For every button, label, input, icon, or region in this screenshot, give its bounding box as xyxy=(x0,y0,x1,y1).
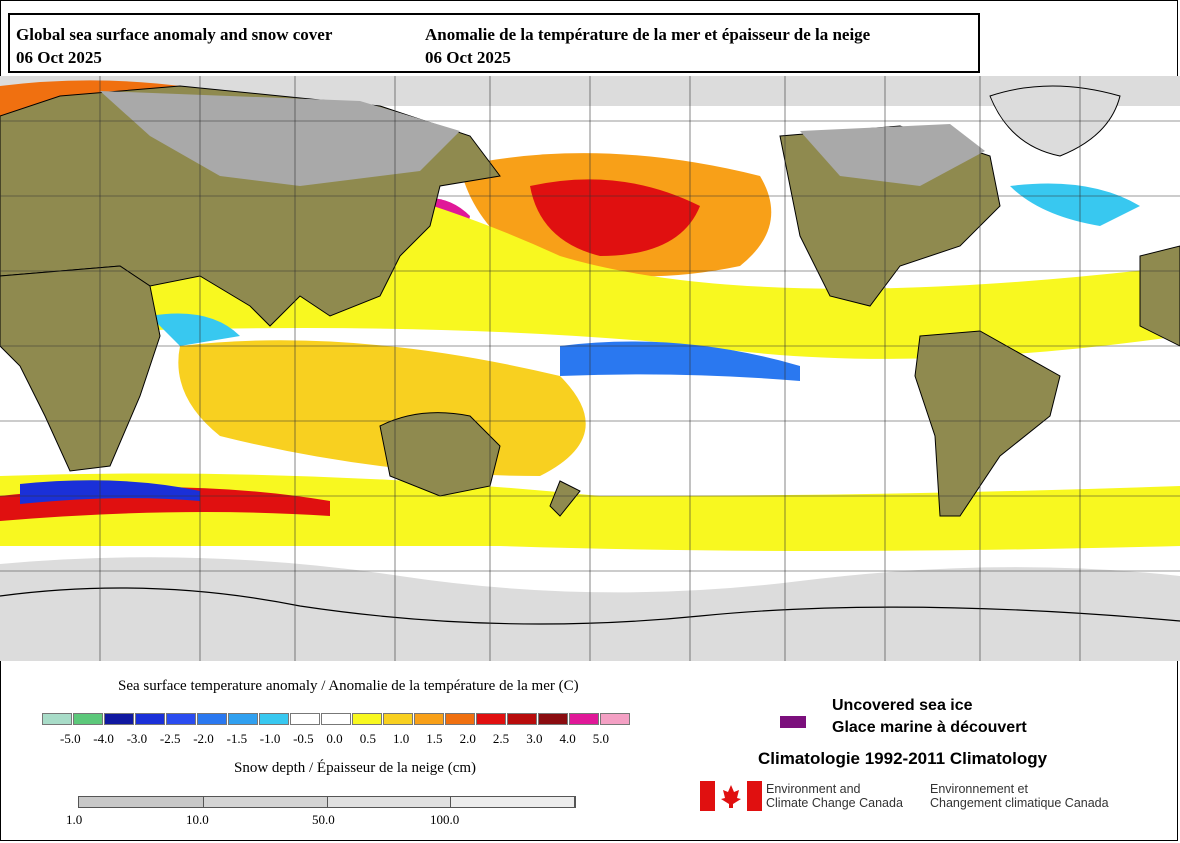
sst-tick-label: 5.0 xyxy=(592,731,610,746)
sst-swatch-11 xyxy=(383,713,413,725)
sst-swatch-14 xyxy=(476,713,506,725)
sst-swatch-17 xyxy=(569,713,599,725)
sst-tick-label: -3.0 xyxy=(126,731,148,746)
sea-ice-label-french: Glace marine à découvert xyxy=(832,719,1027,736)
snow-legend-title: Snow depth / Épaisseur de la neige (cm) xyxy=(234,760,477,776)
antarctic-coast xyxy=(0,587,1180,625)
sst-tick-label: 2.0 xyxy=(459,731,476,746)
agency-english-line2: Climate Change Canada xyxy=(766,796,903,810)
sst-color-scale xyxy=(42,713,631,725)
snow-swatch-3 xyxy=(451,797,575,807)
north-atlantic-cool xyxy=(1010,183,1140,226)
new-zealand xyxy=(549,480,581,517)
southern-ocean-cool-band xyxy=(20,480,200,504)
sst-tick-label: 4.0 xyxy=(559,731,576,746)
sst-swatch-6 xyxy=(228,713,258,725)
snow-tick-label: 50.0 xyxy=(312,812,335,827)
africa xyxy=(0,265,161,472)
agency-french-line2: Changement climatique Canada xyxy=(930,796,1109,810)
snow-swatch-1 xyxy=(203,797,328,807)
climatology-label: Climatologie 1992-2011 Climatology xyxy=(758,749,1048,768)
snow-tick-label: 100.0 xyxy=(430,812,460,827)
sst-tick-label: -5.0 xyxy=(60,731,81,746)
agency-english-line1: Environment and xyxy=(766,782,861,796)
sst-tick-label: 2.5 xyxy=(492,731,510,746)
sst-tick-label: 1.5 xyxy=(426,731,443,746)
canada-flag-icon xyxy=(700,781,762,811)
sst-tick-label: 3.0 xyxy=(526,731,543,746)
sst-tick-label: -4.0 xyxy=(93,731,114,746)
sst-swatch-3 xyxy=(135,713,165,725)
sst-tick-label: 1.0 xyxy=(393,731,410,746)
sst-swatch-9 xyxy=(321,713,351,725)
sst-snow-map xyxy=(0,76,1180,661)
title-french: Anomalie de la température de la mer et … xyxy=(425,25,871,44)
agency-english: Environment and Climate Change Canada xyxy=(766,782,903,810)
agency-french: Environnement et Changement climatique C… xyxy=(930,782,1109,810)
sst-tick-label: 0.0 xyxy=(326,731,343,746)
snow-swatch-2 xyxy=(327,797,452,807)
sst-tick-label: -2.5 xyxy=(159,731,181,746)
sst-tick-label: -0.5 xyxy=(293,731,314,746)
snow-tick-label: 1.0 xyxy=(66,812,83,827)
sst-swatch-15 xyxy=(507,713,537,725)
sst-swatch-8 xyxy=(290,713,320,725)
snow-swatch-0 xyxy=(79,797,204,807)
title-box: Global sea surface anomaly and snow cove… xyxy=(8,13,980,73)
snow-color-scale xyxy=(78,796,576,808)
sea-ice-swatch xyxy=(780,716,806,728)
sst-swatch-13 xyxy=(445,713,475,725)
sst-swatch-2 xyxy=(104,713,134,725)
sst-swatch-18 xyxy=(600,713,630,725)
date-english: 06 Oct 2025 xyxy=(16,48,102,67)
sst-swatch-16 xyxy=(538,713,568,725)
sst-tick-label: -1.5 xyxy=(226,731,248,746)
agency-french-line1: Environnement et xyxy=(930,782,1028,796)
siberia-snow xyxy=(100,91,460,186)
sst-swatch-1 xyxy=(73,713,103,725)
sst-tick-label: 0.5 xyxy=(359,731,376,746)
sst-swatch-5 xyxy=(197,713,227,725)
sst-swatch-7 xyxy=(259,713,289,725)
equatorial-pacific-cool xyxy=(560,341,800,381)
sst-swatch-0 xyxy=(42,713,72,725)
north-america-snow xyxy=(800,124,985,186)
north-pacific-hot xyxy=(530,179,700,256)
snow-tick-label: 10.0 xyxy=(186,812,209,827)
title-english: Global sea surface anomaly and snow cove… xyxy=(16,25,333,44)
sst-tick-label: -1.0 xyxy=(259,731,281,746)
sst-legend-title: Sea surface temperature anomaly / Anomal… xyxy=(118,678,579,694)
sea-ice-label-english: Uncovered sea ice xyxy=(832,697,973,714)
date-french: 06 Oct 2025 xyxy=(425,48,511,67)
sst-swatch-4 xyxy=(166,713,196,725)
graticule xyxy=(0,76,1180,661)
sst-swatch-12 xyxy=(414,713,444,725)
sst-swatch-10 xyxy=(352,713,382,725)
arabian-sea-cool xyxy=(150,313,240,346)
sst-tick-label: -2.0 xyxy=(193,731,214,746)
